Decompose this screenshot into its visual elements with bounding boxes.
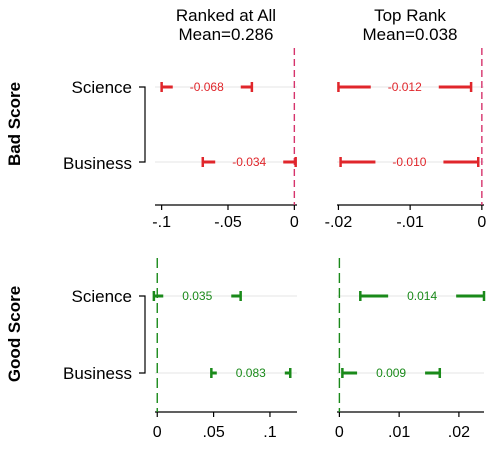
- estimate-business: -0.010: [339, 155, 480, 169]
- estimate-science: 0.035: [152, 289, 242, 303]
- estimate-business: -0.034: [201, 155, 297, 169]
- category-labels: Science Business Science Business: [63, 78, 132, 383]
- estimate-label: 0.083: [236, 366, 266, 380]
- x-tick-label: .05: [202, 424, 224, 441]
- estimate-science: 0.014: [359, 289, 486, 303]
- estimate-label: 0.014: [407, 289, 437, 303]
- x-tick-label: -.01: [396, 214, 424, 231]
- x-tick-label: 0: [153, 424, 162, 441]
- x-tick-label: .01: [388, 424, 410, 441]
- col-title-ranked-line1: Ranked at All: [176, 6, 276, 25]
- col-title-top-line2: Mean=0.038: [363, 25, 458, 44]
- panel-0-1: -.02 -.01 0 -0.012 -0.010: [325, 48, 486, 231]
- row-title-bad-score: Bad Score: [5, 82, 24, 166]
- plot-layer: -.1 -.05 0 -0.068 -0.034 -.02 -.01 0 -0.012 -0.01…: [139, 48, 486, 441]
- col-title-ranked-line2: Mean=0.286: [179, 25, 274, 44]
- cat-label-business-bad: Business: [63, 154, 132, 173]
- panel-1-0: 0 .05 .1 0.035 0.083: [152, 258, 297, 441]
- estimate-label: -0.068: [190, 80, 224, 94]
- row-bracket-0: [139, 86, 146, 163]
- column-titles: Ranked at All Mean=0.286 Top Rank Mean=0…: [176, 6, 458, 44]
- panel-1-1: 0 .01 .02 0.014 0.009: [335, 258, 486, 441]
- estimate-label: -0.012: [388, 80, 422, 94]
- x-tick-label: -.1: [152, 214, 171, 231]
- estimate-business: 0.009: [341, 366, 442, 380]
- row-titles: Bad Score Good Score: [5, 82, 24, 382]
- x-tick-label: -.05: [214, 214, 242, 231]
- estimate-label: 0.035: [182, 289, 212, 303]
- estimate-business: 0.083: [210, 366, 292, 380]
- estimate-science: -0.068: [160, 80, 254, 94]
- x-tick-label: .02: [448, 424, 470, 441]
- cat-label-science-bad: Science: [72, 78, 132, 97]
- cat-label-science-good: Science: [72, 287, 132, 306]
- cat-label-business-good: Business: [63, 364, 132, 383]
- x-tick-label: 0: [290, 214, 299, 231]
- estimate-label: -0.034: [232, 155, 266, 169]
- row-title-good-score: Good Score: [5, 286, 24, 382]
- panel-0-0: -.1 -.05 0 -0.068 -0.034: [152, 48, 299, 231]
- x-tick-label: .1: [263, 424, 276, 441]
- estimate-label: -0.010: [392, 155, 426, 169]
- x-tick-label: 0: [335, 424, 344, 441]
- x-tick-label: -.02: [325, 214, 353, 231]
- x-tick-label: 0: [477, 214, 486, 231]
- estimate-label: 0.009: [376, 366, 406, 380]
- estimate-science: -0.012: [337, 80, 473, 94]
- row-bracket-1: [139, 295, 146, 374]
- col-title-top-line1: Top Rank: [374, 6, 446, 25]
